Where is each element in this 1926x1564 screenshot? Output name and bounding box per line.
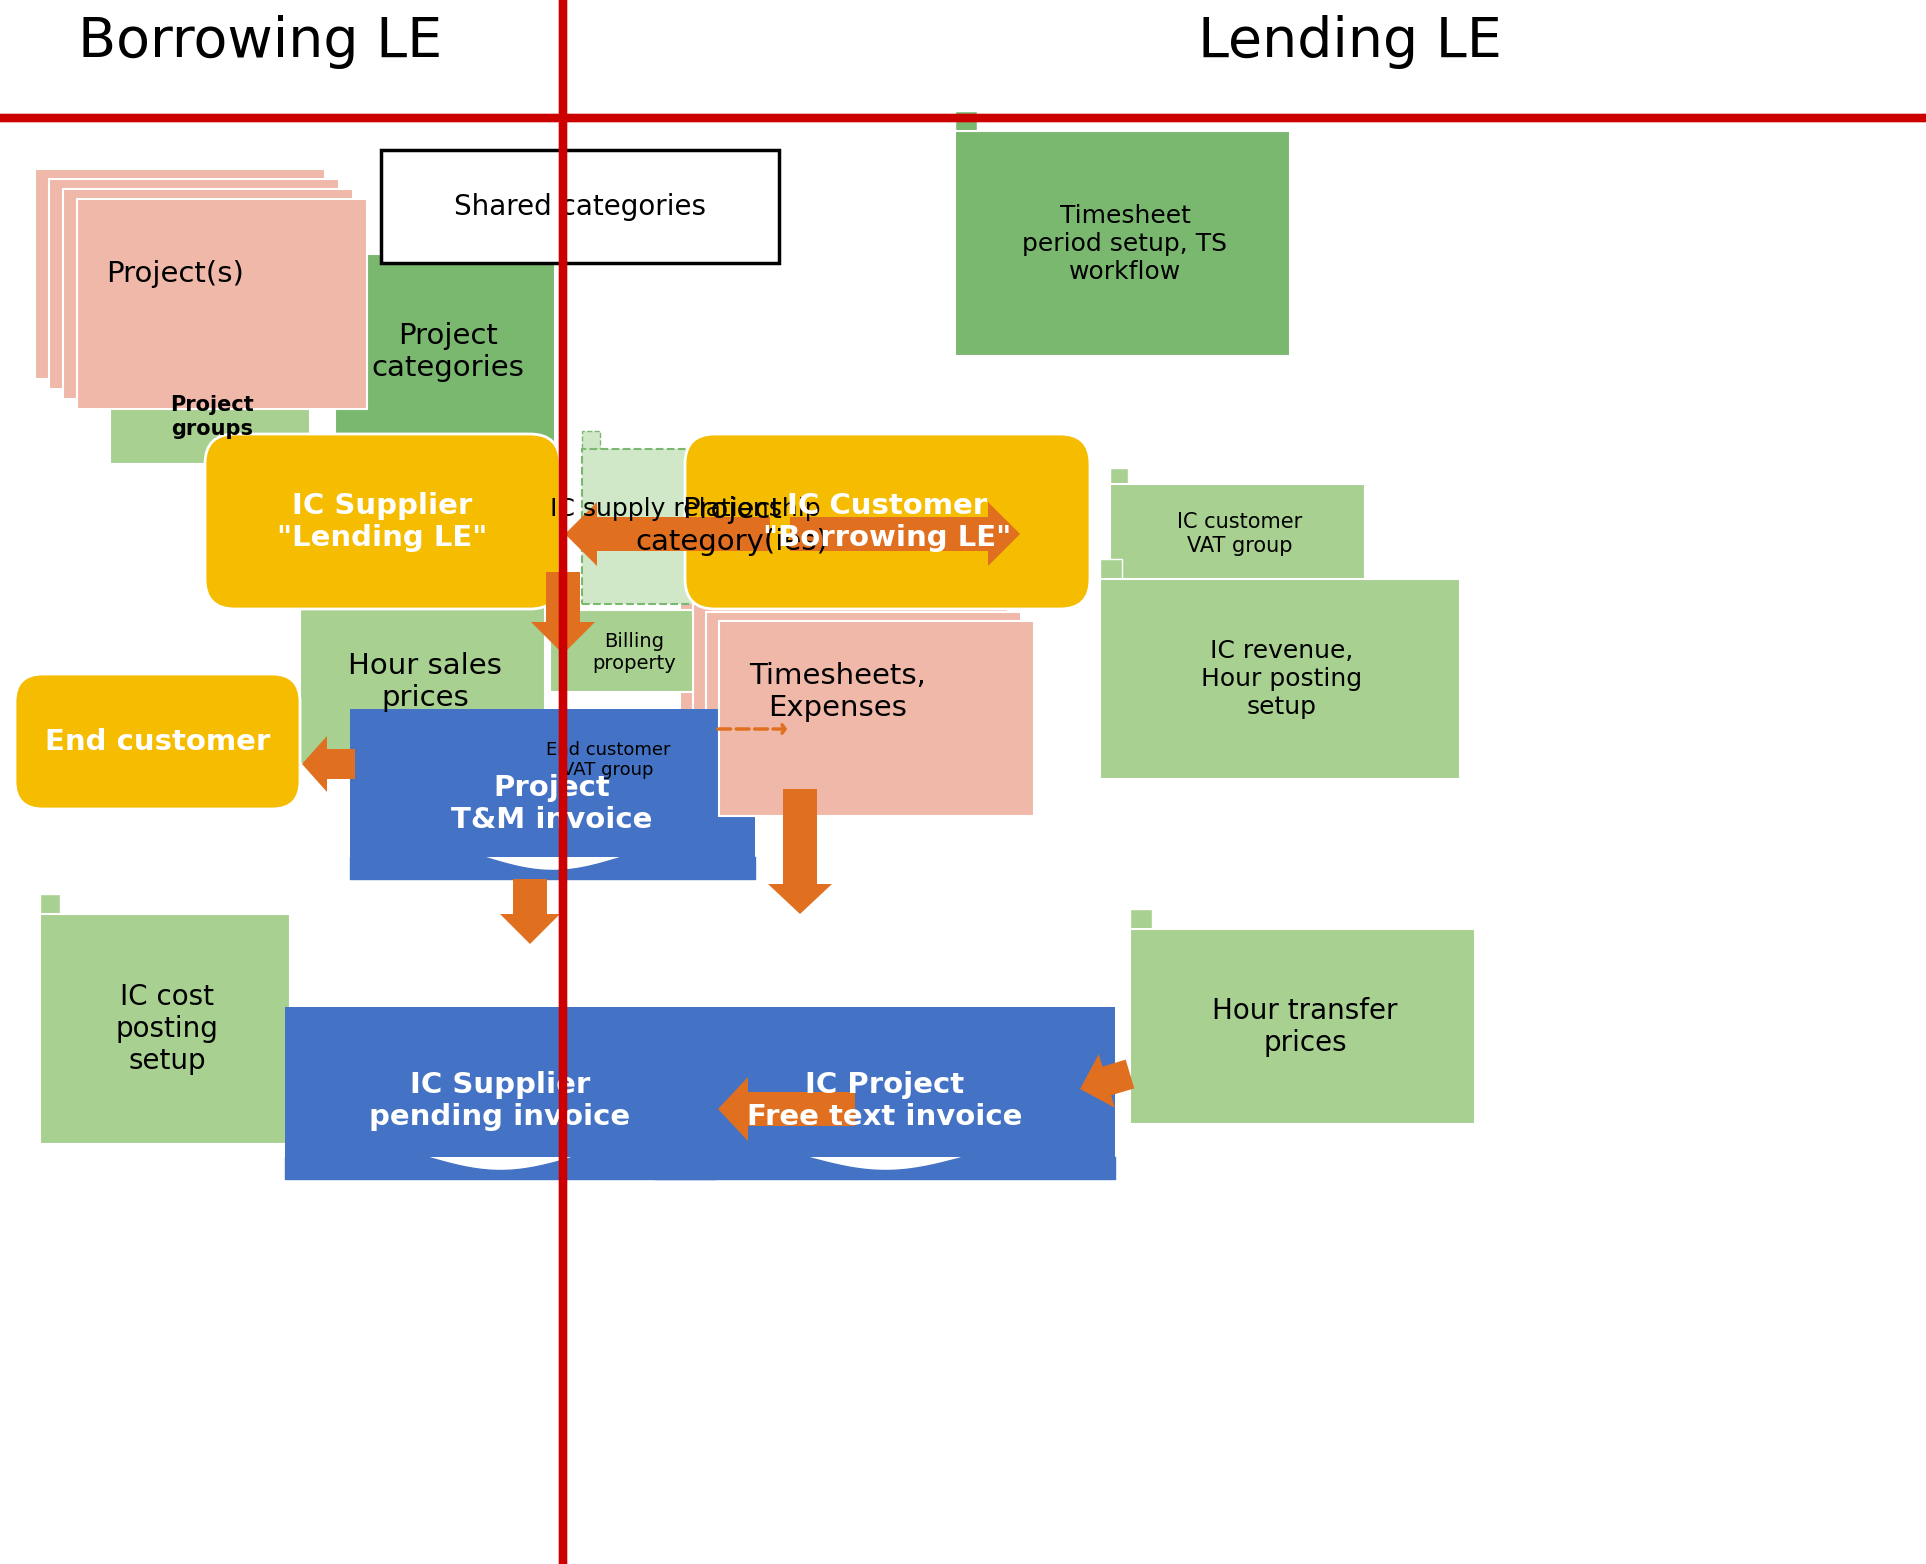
FancyBboxPatch shape	[955, 131, 1290, 357]
Text: Project(s): Project(s)	[106, 260, 245, 288]
FancyBboxPatch shape	[285, 1007, 715, 1157]
Text: End customer
VAT group: End customer VAT group	[545, 741, 670, 779]
Text: IC customer
VAT group: IC customer VAT group	[1177, 513, 1302, 555]
FancyBboxPatch shape	[40, 913, 291, 1143]
FancyBboxPatch shape	[955, 111, 976, 131]
Text: IC Customer
"Borrowing LE": IC Customer "Borrowing LE"	[763, 491, 1011, 552]
Polygon shape	[1080, 1054, 1134, 1107]
Text: IC Project
Free text invoice: IC Project Free text invoice	[747, 1071, 1023, 1131]
FancyBboxPatch shape	[300, 599, 545, 763]
Text: IC supply relationship: IC supply relationship	[549, 497, 820, 521]
FancyBboxPatch shape	[40, 895, 60, 913]
Polygon shape	[564, 502, 770, 566]
Text: Hour sales
prices: Hour sales prices	[349, 652, 503, 712]
Text: IC revenue,
Hour posting
setup: IC revenue, Hour posting setup	[1202, 640, 1362, 719]
Text: Project
T&M invoice: Project T&M invoice	[451, 774, 653, 834]
FancyBboxPatch shape	[1131, 909, 1152, 929]
FancyBboxPatch shape	[680, 594, 996, 788]
FancyBboxPatch shape	[1100, 558, 1123, 579]
FancyBboxPatch shape	[1131, 929, 1475, 1125]
Text: Project
category(ies): Project category(ies)	[636, 496, 828, 557]
Text: Billing
property: Billing property	[591, 632, 676, 673]
FancyBboxPatch shape	[1109, 483, 1366, 582]
FancyBboxPatch shape	[1109, 468, 1129, 483]
FancyBboxPatch shape	[48, 178, 339, 389]
Text: IC Supplier
pending invoice: IC Supplier pending invoice	[370, 1071, 630, 1131]
Text: Timesheet
period setup, TS
workflow: Timesheet period setup, TS workflow	[1023, 205, 1227, 283]
Text: Project
groups: Project groups	[169, 396, 254, 438]
FancyBboxPatch shape	[501, 715, 715, 804]
Text: End customer: End customer	[46, 727, 272, 755]
Text: IC cost
posting
setup: IC cost posting setup	[116, 982, 218, 1076]
Polygon shape	[302, 737, 354, 791]
FancyBboxPatch shape	[335, 253, 555, 449]
Text: Shared categories: Shared categories	[455, 192, 707, 221]
Text: Project
categories: Project categories	[372, 322, 524, 382]
Text: IC Supplier
"Lending LE": IC Supplier "Lending LE"	[277, 491, 487, 552]
FancyBboxPatch shape	[110, 352, 127, 369]
FancyBboxPatch shape	[655, 1007, 1115, 1157]
FancyBboxPatch shape	[718, 621, 1034, 816]
FancyBboxPatch shape	[15, 674, 300, 809]
FancyBboxPatch shape	[686, 433, 1090, 608]
FancyBboxPatch shape	[582, 432, 601, 449]
Text: Timesheets,
Expenses: Timesheets, Expenses	[749, 662, 926, 723]
Text: Borrowing LE: Borrowing LE	[77, 16, 443, 69]
Polygon shape	[532, 572, 595, 654]
FancyBboxPatch shape	[381, 150, 778, 263]
FancyBboxPatch shape	[693, 604, 1007, 798]
FancyBboxPatch shape	[335, 235, 354, 253]
Polygon shape	[768, 788, 832, 913]
FancyBboxPatch shape	[551, 610, 715, 691]
FancyBboxPatch shape	[110, 369, 310, 465]
Polygon shape	[718, 1078, 855, 1142]
FancyBboxPatch shape	[204, 433, 560, 608]
FancyBboxPatch shape	[351, 708, 755, 857]
Polygon shape	[501, 879, 560, 945]
Text: Hour transfer
prices: Hour transfer prices	[1211, 996, 1398, 1057]
FancyBboxPatch shape	[300, 580, 320, 599]
FancyBboxPatch shape	[77, 199, 368, 410]
FancyBboxPatch shape	[707, 612, 1021, 807]
FancyBboxPatch shape	[582, 449, 882, 604]
FancyBboxPatch shape	[64, 189, 352, 399]
FancyBboxPatch shape	[35, 169, 325, 378]
Text: Lending LE: Lending LE	[1198, 16, 1502, 69]
FancyBboxPatch shape	[551, 596, 564, 610]
Polygon shape	[790, 502, 1021, 566]
FancyBboxPatch shape	[1100, 579, 1460, 779]
